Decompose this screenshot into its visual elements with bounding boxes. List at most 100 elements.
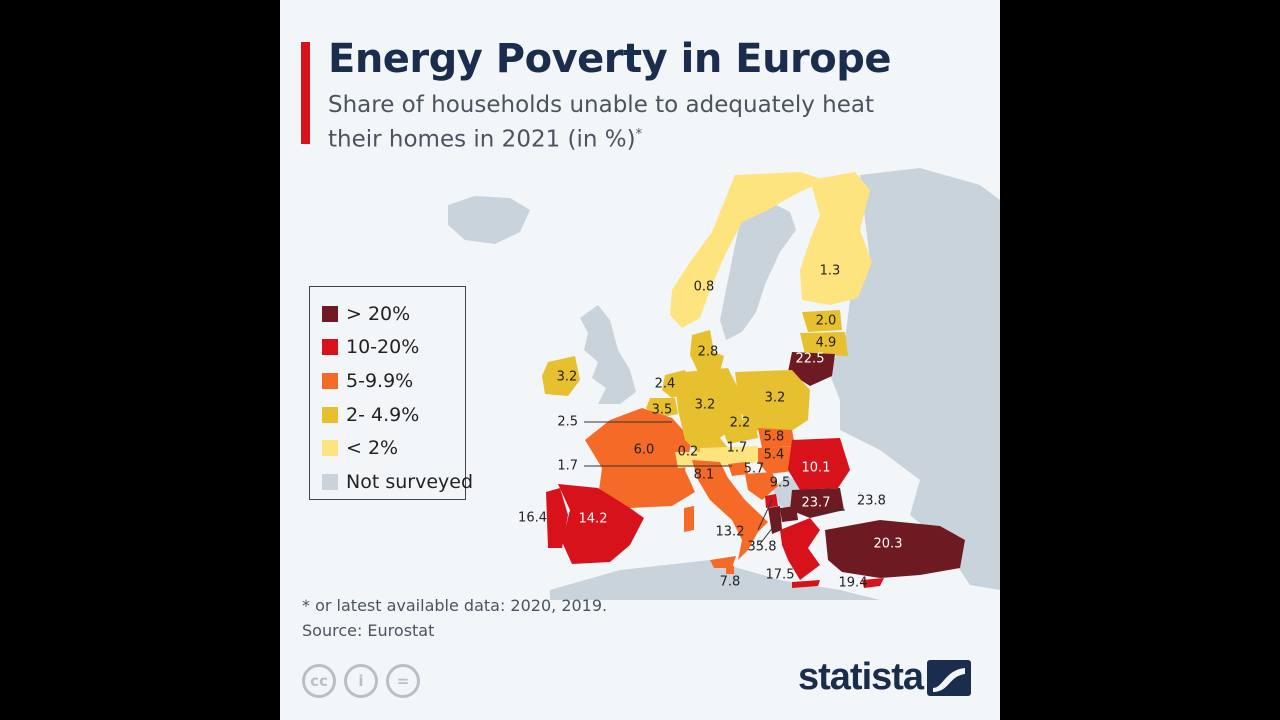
albania-leader [759,517,781,545]
europe-map: 0.8 1.3 2.0 4.9 22.5 2.8 3.2 2.4 3.5 2.5… [448,168,1000,600]
value-finland: 1.3 [820,264,841,279]
north-macedonia-leader [807,509,846,515]
bulgaria-shape [790,488,844,518]
lithuania-shape [788,352,835,386]
legend-item-not-surveyed: Not surveyed [310,465,473,499]
greece-shape [780,518,820,580]
value-luxembourg: 2.5 [557,415,578,430]
value-ireland: 3.2 [557,370,578,385]
legend-swatch [322,339,338,356]
uk-shape [580,305,636,404]
subtitle-marker: * [635,127,643,142]
value-north-macedonia: 23.8 [857,494,886,509]
russia-east-shape [828,168,1000,590]
value-liechtenstein: 1.7 [557,459,578,474]
latvia-shape [800,332,848,356]
denmark-shape [690,330,724,372]
legend-swatch [322,473,338,490]
albania-shape [768,506,782,534]
croatia-shape [745,472,778,500]
infographic-card: Energy Poverty in Europe Share of househ… [280,0,1000,720]
legend-item-2-5: 2- 4.9% [310,398,465,432]
not-surveyed-land [448,168,1000,600]
legend-swatch [322,305,338,322]
value-poland: 3.2 [765,391,786,406]
spain-shape [558,484,644,564]
value-cyprus: 19.4 [839,576,868,591]
subtitle-text: Share of households unable to adequately… [328,92,874,153]
value-estonia: 2.0 [816,314,837,329]
legend-item-under-2: < 2% [310,431,465,465]
sardinia-shape [684,506,694,532]
value-switzerland: 0.2 [678,445,699,460]
sweden-shape [720,202,796,340]
legend-swatch [322,372,338,389]
estonia-shape [802,310,842,332]
value-hungary: 5.4 [764,448,785,463]
attribution-icon[interactable]: i [344,664,378,698]
poland-shape [735,370,810,432]
legend-label: 2- 4.9% [346,403,420,426]
italy-shape [692,460,768,560]
value-montenegro: 13.2 [716,525,745,540]
ireland-shape [542,356,580,396]
legend-label: 5-9.9% [346,369,414,392]
france-shape [585,408,695,508]
portugal-shape [546,488,568,548]
page-title: Energy Poverty in Europe [328,36,892,82]
north-africa-shape [550,560,880,600]
cc-icon[interactable]: cc [302,664,336,698]
value-belgium: 3.5 [652,403,673,418]
legend-swatch [322,440,338,457]
value-latvia: 4.9 [816,336,837,351]
leader-lines [584,421,846,545]
value-norway: 0.8 [694,280,715,295]
accent-bar [301,42,310,144]
north-macedonia-shape [780,506,798,522]
slovenia-shape [728,462,748,476]
cyprus-shape [862,578,884,588]
value-romania: 10.1 [802,461,831,476]
map-legend: > 20% 10-20% 5-9.9% 2- 4.9% < 2% Not sur… [309,286,473,500]
turkey-shape [825,520,965,578]
brand-name: statista [798,656,924,698]
value-germany: 3.2 [695,398,716,413]
value-austria: 1.7 [727,441,748,456]
czechia-shape [718,418,758,444]
legend-label: < 2% [346,437,399,460]
legend-item-over-20: > 20% [310,297,465,331]
no-derivatives-icon[interactable]: = [386,664,420,698]
statista-logo[interactable]: statista [798,656,972,699]
value-czechia: 2.2 [730,416,751,431]
finland-shape [800,172,872,305]
value-turkey: 20.3 [874,537,903,552]
value-greece: 17.5 [766,568,795,583]
value-malta: 7.8 [720,575,741,590]
value-portugal: 16.4 [518,511,547,526]
montenegro-leader [757,499,773,531]
footnote: * or latest available data: 2020, 2019. [302,596,608,615]
norway-shape [670,172,825,328]
legend-swatch [322,406,338,423]
legend-item-5-10: 5-9.9% [310,364,465,398]
iceland-shape [448,196,530,244]
crete-shape [792,580,820,588]
value-albania: 35.8 [748,540,777,555]
source-credit: Source: Eurostat [302,621,435,640]
austria-shape [700,446,760,466]
value-netherlands: 2.4 [655,377,676,392]
value-slovakia: 5.8 [764,430,785,445]
legend-label: > 20% [346,302,411,325]
malta-shape [726,566,734,574]
romania-shape [788,438,850,490]
legend-item-10-20: 10-20% [310,331,465,365]
value-italy: 8.1 [694,468,715,483]
value-spain: 14.2 [579,512,608,527]
sicily-shape [710,556,736,568]
value-lithuania: 22.5 [796,352,825,367]
legend-label: 10-20% [346,336,420,359]
value-slovenia: 5.7 [744,462,765,477]
value-bulgaria: 23.7 [802,496,831,511]
value-denmark: 2.8 [698,345,719,360]
slovakia-shape [758,428,795,448]
